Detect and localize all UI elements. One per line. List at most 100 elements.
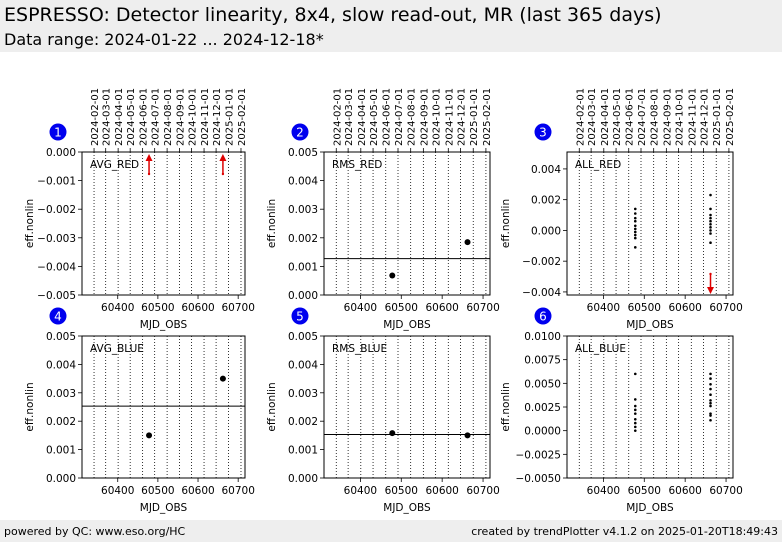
x-tick-label: 60700 <box>221 485 254 497</box>
date-tick-label: 2024-11-01 <box>200 88 211 146</box>
data-point <box>709 393 712 396</box>
y-axis-label: eff.nonlin <box>500 199 512 248</box>
data-point <box>709 377 712 380</box>
y-tick-label: −0.0050 <box>515 473 561 485</box>
x-tick-label: 60700 <box>221 302 254 314</box>
data-point <box>709 418 712 422</box>
date-tick-label: 2025-01-01 <box>225 88 236 146</box>
x-tick-label: 60600 <box>668 485 701 497</box>
plot-frame <box>566 151 734 296</box>
series-label: RMS_BLUE <box>332 343 387 355</box>
series-label: RMS_RED <box>332 159 382 171</box>
x-tick-label: 60500 <box>141 302 174 314</box>
date-tick-label: 2024-07-01 <box>394 88 405 146</box>
y-tick-label: 0.004 <box>288 359 318 371</box>
data-point <box>633 230 637 234</box>
data-point <box>633 227 637 231</box>
y-tick-label: 0.001 <box>288 445 318 457</box>
x-tick-label: 60600 <box>425 302 458 314</box>
x-tick-label: 60500 <box>385 302 418 314</box>
date-tick-label: 2024-03-01 <box>102 88 113 146</box>
date-tick-label: 2024-09-01 <box>662 88 673 146</box>
x-tick-label: 60700 <box>466 485 499 497</box>
y-axis-label: eff.nonlin <box>266 382 278 431</box>
x-tick-label: 60500 <box>385 485 418 497</box>
data-point <box>709 229 712 232</box>
data-point <box>389 430 396 437</box>
data-point <box>709 222 712 226</box>
x-tick-label: 60400 <box>344 485 377 497</box>
data-point <box>633 398 637 401</box>
date-tick-label: 2024-04-01 <box>600 88 611 146</box>
series-label: ALL_BLUE <box>575 343 626 355</box>
data-point <box>709 219 712 223</box>
date-tick-label: 2024-05-01 <box>369 88 380 146</box>
data-point <box>709 241 712 245</box>
data-point <box>709 207 712 211</box>
data-point <box>633 412 637 415</box>
panel-6: 60400 60500 60600 60700 MJD_OBS −0.0050 −0.002… <box>500 307 743 514</box>
data-point <box>633 233 637 237</box>
y-tick-label: 0.004 <box>531 164 561 176</box>
x-tick-label: 60600 <box>668 302 701 314</box>
x-axis-label: MJD_OBS <box>140 319 188 331</box>
date-tick-label: 2025-01-01 <box>712 88 723 146</box>
date-tick-label: 2024-04-01 <box>357 88 368 146</box>
data-point <box>633 404 637 408</box>
y-tick-label: 0.0000 <box>524 426 561 438</box>
plot-frame <box>566 335 734 479</box>
data-point <box>633 418 637 421</box>
y-tick-label: −0.004 <box>522 287 561 299</box>
y-tick-label: 0.0075 <box>524 355 561 367</box>
panel-5: 60400 60500 60600 60700 MJD_OBS 0.000 0.001 0.0… <box>266 307 500 514</box>
data-point <box>709 216 712 220</box>
x-axis-label: MJD_OBS <box>140 502 188 514</box>
date-tick-label: 2025-02-01 <box>725 88 736 146</box>
date-tick-label: 2024-02-01 <box>90 88 101 146</box>
panel-badge-number: 1 <box>54 126 62 140</box>
panel-badge-number: 3 <box>539 126 547 140</box>
y-tick-label: 0.000 <box>46 147 76 159</box>
x-axis-label: MJD_OBS <box>383 319 431 331</box>
y-tick-label: −0.001 <box>37 176 76 188</box>
plot-frame <box>323 335 491 479</box>
x-tick-label: 60700 <box>466 302 499 314</box>
date-tick-label: 2024-08-01 <box>407 88 418 146</box>
date-tick-label: 2024-06-01 <box>382 88 393 146</box>
panel-badge <box>534 123 552 141</box>
data-point <box>633 429 637 432</box>
data-point <box>633 216 637 220</box>
outlier-marker <box>147 172 151 176</box>
date-tick-label: 2024-12-01 <box>212 88 223 146</box>
x-tick-label: 60700 <box>709 485 742 497</box>
outlier-arrow-head <box>707 287 715 294</box>
plot-grid: 2024-02-01 2024-03-01 2024-04-01 2024-05-01… <box>24 88 743 514</box>
data-point <box>633 212 637 215</box>
y-tick-label: 0.004 <box>46 359 76 371</box>
data-point <box>464 239 471 246</box>
y-tick-label: −0.005 <box>37 290 76 302</box>
x-tick-label: 60400 <box>101 302 134 314</box>
data-point <box>709 226 712 229</box>
x-tick-label: 60600 <box>181 302 214 314</box>
date-tick-label: 2024-10-01 <box>432 88 443 146</box>
y-tick-label: 0.000 <box>531 225 561 237</box>
date-tick-label: 2024-02-01 <box>575 88 586 146</box>
date-tick-label: 2024-11-01 <box>687 88 698 146</box>
date-tick-label: 2024-05-01 <box>126 88 137 146</box>
data-point <box>709 412 712 415</box>
y-tick-label: 0.005 <box>288 331 318 343</box>
date-tick-label: 2024-02-01 <box>332 88 343 146</box>
plot-frame <box>81 335 246 479</box>
y-tick-label: 0.003 <box>288 388 318 400</box>
data-point <box>633 408 637 412</box>
y-tick-label: 0.004 <box>288 176 318 188</box>
y-tick-label: 0.001 <box>46 445 76 457</box>
y-axis-label: eff.nonlin <box>24 199 36 248</box>
date-tick-label: 2024-07-01 <box>637 88 648 146</box>
footer-created: created by trendPlotter v4.1.2 on 2025-0… <box>471 525 778 538</box>
data-point <box>633 207 637 211</box>
data-point <box>633 236 637 240</box>
outlier-marker <box>221 172 225 176</box>
data-point <box>633 421 637 425</box>
